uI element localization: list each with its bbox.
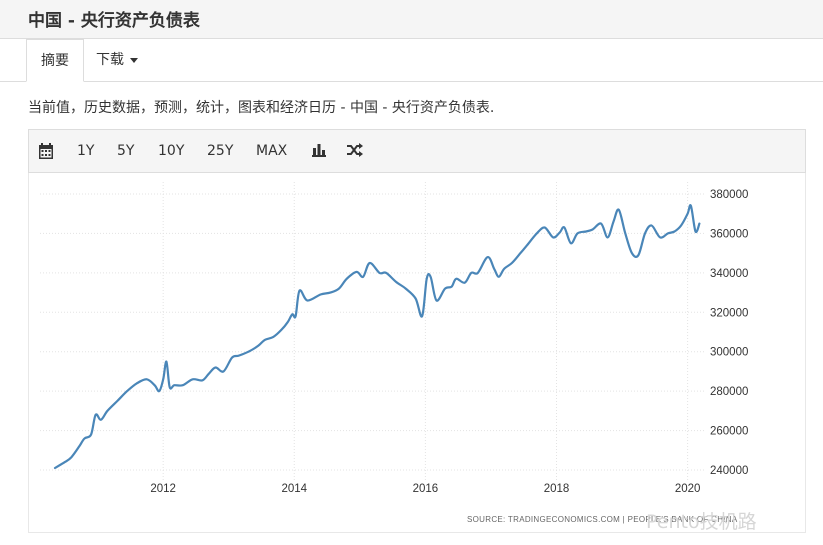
shuffle-icon[interactable] [347, 143, 363, 159]
range-1y-button[interactable]: 1Y [77, 143, 95, 159]
tab-download[interactable]: 下载 [96, 39, 138, 81]
y-tick-label: 280000 [710, 386, 748, 398]
calendar-icon[interactable] [39, 143, 53, 159]
y-tick-label: 380000 [710, 189, 748, 201]
y-tick-label: 260000 [710, 426, 748, 438]
y-tick-label: 320000 [710, 307, 748, 319]
x-tick-label: 2020 [675, 483, 701, 495]
watermark: Pento技机路 [646, 511, 757, 533]
x-tick-label: 2012 [150, 483, 176, 495]
series-line [53, 204, 701, 470]
range-10y-button[interactable]: 10Y [158, 143, 185, 159]
page-title: 中国 - 央行资产负债表 [28, 11, 200, 31]
tab-summary[interactable]: 摘要 [26, 39, 84, 82]
y-tick-label: 240000 [710, 465, 748, 477]
title-bar: 中国 - 央行资产负债表 [0, 0, 823, 39]
range-25y-button[interactable]: 25Y [207, 143, 234, 159]
x-tick-label: 2018 [544, 483, 570, 495]
chart-source: SOURCE: TRADINGECONOMICS.COM | PEOPLE'S … [467, 515, 738, 524]
x-tick-label: 2014 [281, 483, 307, 495]
x-axis-ticks: 2012 2014 2016 2018 2020 [150, 483, 700, 495]
y-tick-label: 360000 [710, 228, 748, 240]
y-axis-ticks: 240000 260000 280000 300000 320000 340000 3600… [710, 189, 748, 477]
range-5y-button[interactable]: 5Y [117, 143, 135, 159]
y-tick-label: 340000 [710, 268, 748, 280]
bar-chart-icon[interactable] [312, 143, 326, 159]
x-tick-label: 2016 [413, 483, 439, 495]
page-description: 当前值，历史数据，预测，统计，图表和经济日历 - 中国 - 央行资产负债表. [28, 100, 495, 116]
tabs-row: 摘要 下载 [0, 39, 823, 82]
chart-panel [28, 173, 806, 533]
caret-down-icon [130, 57, 138, 63]
y-tick-label: 300000 [710, 347, 748, 359]
range-max-button[interactable]: MAX [256, 143, 288, 159]
chart-toolbar: 1Y 5Y 10Y 25Y MAX [28, 129, 806, 173]
tab-download-label: 下载 [96, 52, 124, 68]
chart-grid [40, 182, 704, 480]
